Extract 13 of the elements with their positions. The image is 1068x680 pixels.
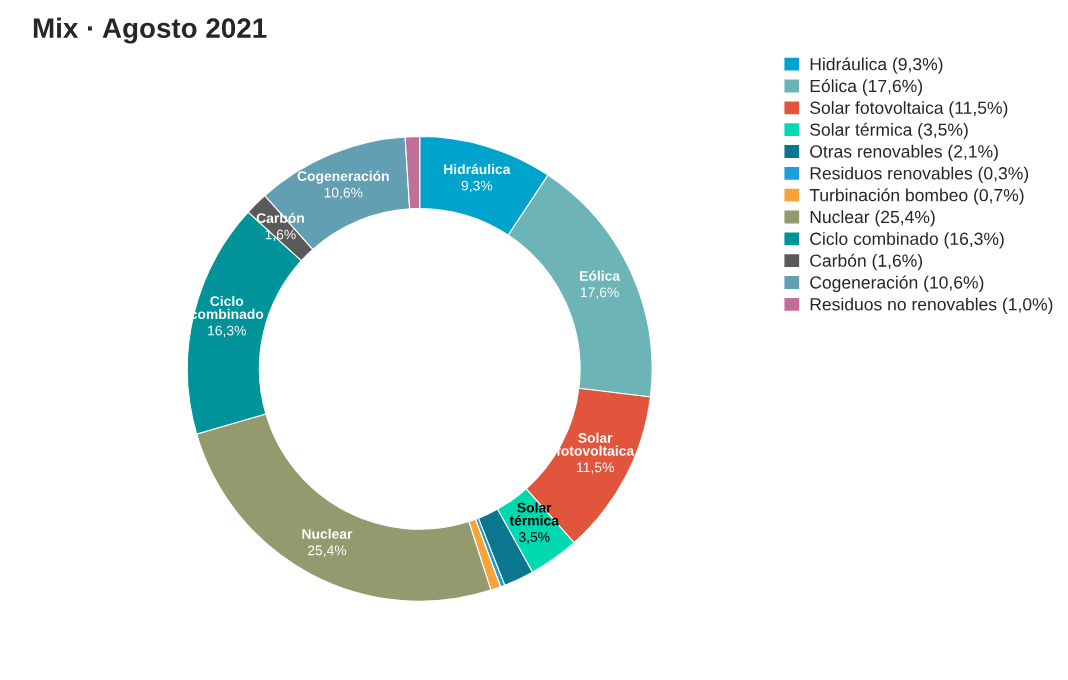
category-label: Eólica (17,6%) xyxy=(810,79,923,96)
legend-label: Turbinación bombeo (0,7%) xyxy=(809,188,1024,205)
category-label: Solar térmica (3,5%) xyxy=(810,122,968,140)
chart-title: Mix · Agosto 2021 xyxy=(33,17,267,44)
category-label: Hidráulica (9,3%) xyxy=(810,57,943,74)
legend-label: Otras renovables (2,1%) xyxy=(810,144,998,162)
category-label: Carbón (1,6%) xyxy=(810,253,923,271)
category-label: Solar fotovoltaica (11,5%) xyxy=(810,101,1008,118)
category-label: Nuclear (25,4%) xyxy=(810,210,935,227)
legend-label: Residuos no renovables (1,0%) xyxy=(810,297,1053,314)
category-label: Cogeneración (10,6%) xyxy=(810,275,984,293)
category-label: Ciclo combinado (16,3%) xyxy=(810,232,1004,249)
legend-label: Residuos renovables (0,3%) xyxy=(810,166,1029,183)
